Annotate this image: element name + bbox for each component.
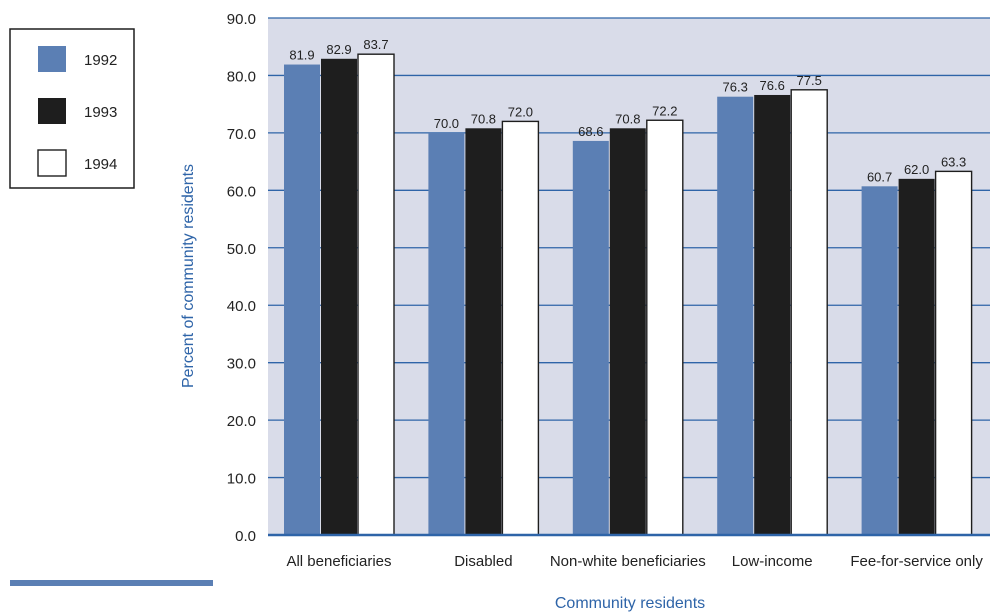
bar-value-label: 82.9 (326, 42, 351, 57)
bars (284, 53, 973, 536)
bar-1992-2 (572, 140, 609, 536)
bar-value-labels: 81.9 82.9 83.7 70.0 70.8 72.0 68.6 70.8 72.2 76.3… (289, 37, 966, 184)
y-tick-label: 20.0 (227, 413, 256, 430)
bar-value-label: 60.7 (867, 169, 892, 184)
bar-1994-2 (646, 119, 684, 536)
category-label: All beneficiaries (286, 553, 391, 570)
bar-1992-1 (428, 132, 465, 535)
bar-value-label: 81.9 (289, 48, 314, 63)
bar-1994-1 (501, 120, 540, 536)
bar-value-label: 68.6 (578, 124, 603, 139)
bar-1994-0 (357, 53, 395, 536)
bar-value-label: 62.0 (904, 162, 929, 177)
legend-label: 1994 (84, 156, 117, 173)
legend-swatch-1993 (38, 98, 66, 124)
bar-1993-2 (609, 128, 646, 535)
bar-1994-4 (934, 170, 973, 536)
bar-value-label: 76.3 (723, 80, 748, 95)
bar-value-label: 70.8 (471, 111, 496, 126)
bar-value-label: 83.7 (363, 37, 388, 52)
y-axis-title: Percent of community residents (180, 164, 197, 388)
bar-value-label: 63.3 (941, 154, 966, 169)
y-tick-label: 90.0 (227, 11, 256, 28)
bar-value-label: 77.5 (797, 73, 822, 88)
category-label: Fee-for-service only (850, 553, 983, 570)
bar-1993-3 (754, 94, 791, 535)
legend-label: 1992 (84, 52, 117, 69)
bar-value-label: 72.2 (652, 103, 677, 118)
y-tick-label: 30.0 (227, 356, 256, 373)
bar-1993-1 (465, 128, 502, 535)
category-label: Disabled (454, 553, 512, 570)
y-tick-label: 40.0 (227, 298, 256, 315)
bar-value-label: 72.0 (508, 104, 533, 119)
y-tick-label: 10.0 (227, 471, 256, 488)
x-axis-title: Community residents (555, 595, 705, 612)
legend-swatch-1992 (38, 46, 66, 72)
bar-1994-3 (790, 89, 828, 536)
bar-1993-4 (898, 178, 935, 535)
legend-frame (9, 28, 135, 189)
bar-value-label: 70.8 (615, 111, 640, 126)
legend-label: 1993 (84, 104, 117, 121)
bar-1992-3 (717, 96, 754, 536)
legend: 1992 1993 1994 (9, 28, 135, 189)
bar-value-label: 76.6 (760, 78, 785, 93)
y-tick-label: 80.0 (227, 68, 256, 85)
legend-swatch-1994 (37, 149, 67, 177)
bar-1992-4 (861, 186, 898, 535)
bar-value-label: 70.0 (434, 116, 459, 131)
y-axis-ticks: 0.0 10.0 20.0 30.0 40.0 50.0 60.0 70.0 80.0 90.0 (227, 11, 256, 545)
category-label: Low-income (732, 553, 813, 570)
y-tick-label: 50.0 (227, 241, 256, 258)
category-label: Non-white beneficiaries (550, 553, 706, 570)
decorative-bar (10, 580, 213, 586)
category-labels: All beneficiaries Disabled Non-white benef… (286, 553, 983, 570)
y-tick-label: 0.0 (235, 528, 256, 545)
y-tick-label: 70.0 (227, 126, 256, 143)
y-tick-label: 60.0 (227, 183, 256, 200)
bar-1992-0 (284, 64, 320, 535)
bar-1993-0 (321, 58, 357, 536)
